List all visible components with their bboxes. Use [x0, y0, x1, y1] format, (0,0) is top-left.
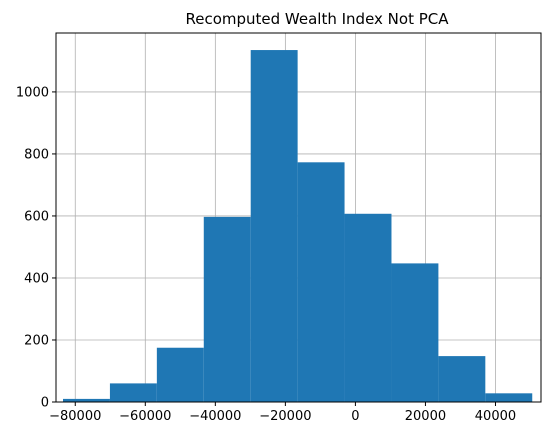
histogram-bar: [250, 50, 298, 402]
chart-title: Recomputed Wealth Index Not PCA: [185, 10, 449, 28]
axes: −80000 −60000 −40000 −20000 0 20000 40000 0 200 4…: [16, 32, 542, 424]
x-tick-label: −80000: [49, 409, 101, 424]
histogram-bar: [63, 398, 110, 402]
x-tick-label: −60000: [119, 409, 171, 424]
x-tick-label: 40000: [475, 409, 516, 424]
histogram-bar: [438, 356, 486, 402]
x-tick-label: −20000: [259, 409, 311, 424]
y-tick-label: 0: [41, 396, 49, 411]
x-tick-label: −40000: [189, 409, 241, 424]
histogram-bar: [109, 383, 157, 402]
histogram-bar: [297, 162, 345, 402]
histogram-bar: [485, 393, 533, 402]
histogram-bars: [63, 50, 533, 402]
histogram-bar: [156, 347, 204, 402]
y-tick-label: 400: [24, 271, 49, 286]
x-tick-label: 20000: [405, 409, 446, 424]
y-tick-label: 200: [24, 333, 49, 348]
histogram-bar: [391, 263, 439, 402]
histogram-bar: [203, 216, 251, 402]
y-tick-label: 600: [24, 209, 49, 224]
x-tick-label: 0: [351, 409, 359, 424]
histogram-bar: [344, 213, 392, 402]
y-tick-label: 800: [24, 147, 49, 162]
y-tick-label: 1000: [16, 85, 49, 100]
plot-frame: [55, 32, 542, 403]
